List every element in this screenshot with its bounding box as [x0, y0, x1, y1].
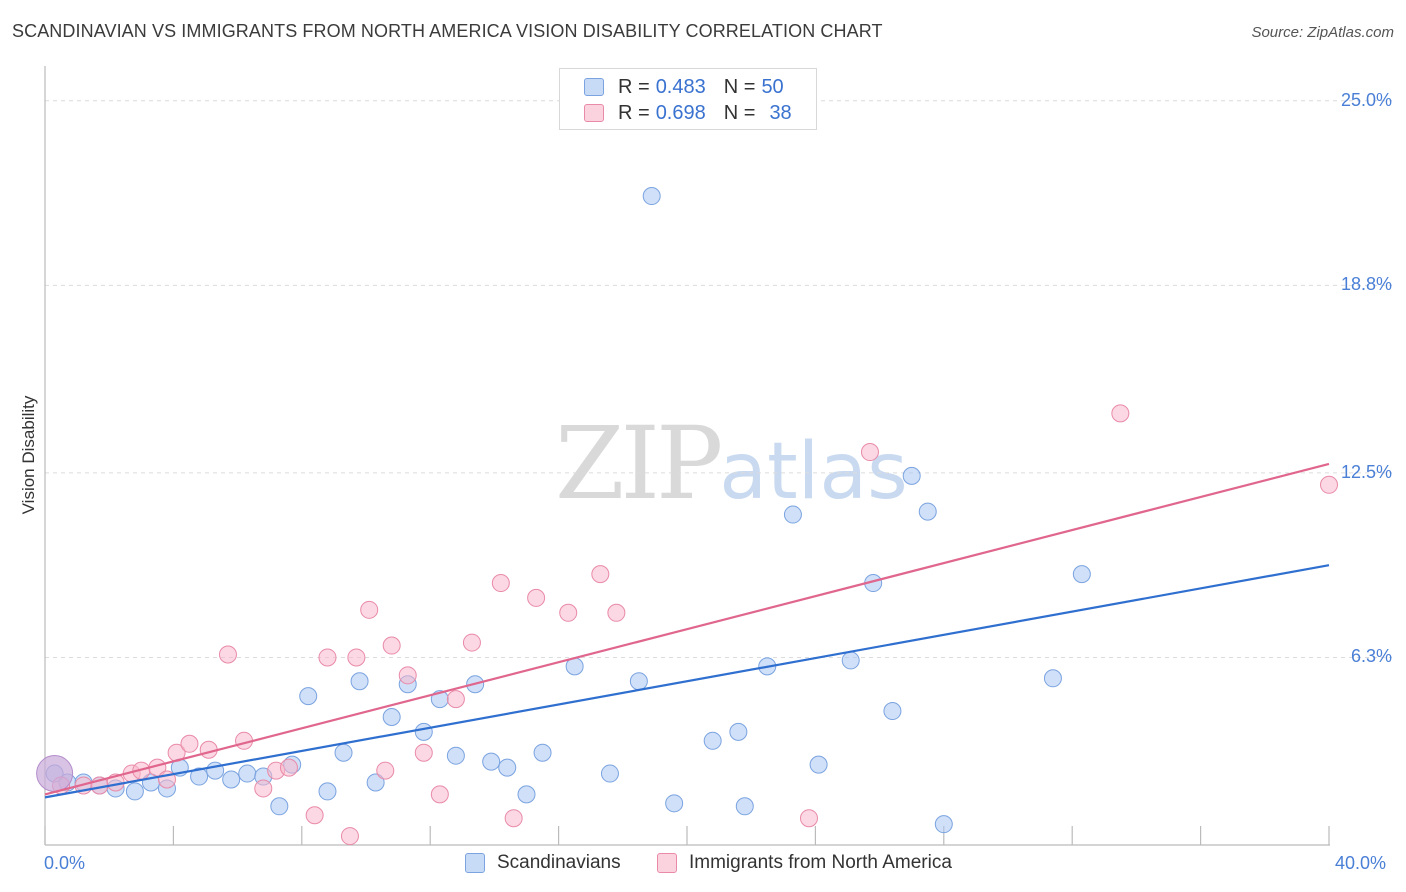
scandinavian-point [934, 815, 953, 834]
scandinavian-point [446, 746, 465, 765]
immigrant-point [347, 648, 366, 667]
immigrant-point [382, 636, 401, 655]
scandinavian-point [318, 782, 337, 801]
legend-r-label: R = [618, 101, 650, 124]
scandinavian-point [703, 731, 722, 750]
scandinavian-trendline [44, 564, 1330, 799]
watermark-atlas: atlas [719, 427, 908, 517]
immigrant-point [318, 648, 337, 667]
scandinavian-point [190, 767, 209, 786]
immigrant-point [414, 743, 433, 762]
scandinavian-point [414, 722, 433, 741]
immigrant-point [398, 666, 417, 685]
scandinavian-point [735, 797, 754, 816]
scandinavian-point [665, 794, 684, 813]
series-legend-scandinavians: Scandinavians [465, 852, 621, 874]
legend-swatch-pink [584, 104, 604, 122]
immigrant-point [527, 588, 546, 607]
series-swatch-blue [465, 853, 485, 873]
immigrant-point [340, 827, 359, 846]
immigrant-point [559, 603, 578, 622]
legend-row-immigrants: R = 0.698 N = 38 [584, 101, 792, 125]
immigrant-point [446, 690, 465, 709]
y-tick-label: 6.3% [1350, 646, 1392, 667]
scandinavian-point [600, 764, 619, 783]
scandinavian-point [783, 505, 802, 524]
x-tick-label-min: 0.0% [44, 853, 86, 873]
origin-cluster-point [36, 755, 74, 793]
scandinavian-point [883, 702, 902, 721]
immigrant-point [504, 809, 523, 828]
immigrant-point [218, 645, 237, 664]
immigrant-point [305, 806, 324, 825]
chart-title: SCANDINAVIAN VS IMMIGRANTS FROM NORTH AM… [12, 21, 883, 41]
scandinavian-point [222, 770, 241, 789]
legend-n-label: N = [723, 75, 756, 98]
legend-n-value: 50 [761, 75, 784, 98]
scandinavian-point [299, 687, 318, 706]
scandinavian-point [350, 672, 369, 691]
scandinavian-point [366, 773, 385, 792]
legend-r-label: R = [618, 75, 650, 98]
watermark: ZIPatlas [555, 405, 908, 522]
series-legend-label: Scandinavians [497, 852, 621, 873]
y-tick-label: 12.5% [1340, 461, 1392, 482]
legend-r-value: 0.698 [655, 101, 706, 124]
scandinavian-point [729, 722, 748, 741]
immigrant-point [254, 779, 273, 798]
scandinavian-point [1043, 669, 1062, 688]
immigrant-point [591, 565, 610, 584]
immigrant-point [462, 633, 481, 652]
scandinavian-point [517, 785, 536, 804]
immigrant-point [491, 574, 510, 593]
immigrant-trendline [44, 462, 1330, 796]
scandinavian-point [238, 764, 257, 783]
legend-r-value: 0.483 [655, 75, 706, 98]
legend-n-value: 38 [769, 101, 792, 124]
immigrant-point [860, 443, 879, 462]
scandinavian-point [841, 651, 860, 670]
y-tick-label: 25.0% [1340, 89, 1392, 110]
immigrant-point [430, 785, 449, 804]
y-tick-label: 18.8% [1340, 274, 1392, 295]
scandinavian-point [482, 752, 501, 771]
legend-n-label: N = [723, 101, 756, 124]
immigrant-point [799, 809, 818, 828]
source-label: Source: ZipAtlas.com [1251, 24, 1394, 41]
scandinavian-point [918, 502, 937, 521]
series-swatch-pink [657, 853, 677, 873]
x-tick-label-max: 40.0% [1335, 853, 1387, 873]
scandinavian-point [125, 782, 144, 801]
scandinavian-point [642, 187, 661, 206]
scandinavian-point [334, 743, 353, 762]
scandinavian-point [809, 755, 828, 774]
scandinavian-point [533, 743, 552, 762]
series-legend: Scandinavians Immigrants from North Amer… [0, 852, 1406, 878]
immigrant-point [607, 603, 626, 622]
immigrant-point [360, 600, 379, 619]
legend-swatch-blue [584, 78, 604, 96]
scandinavian-point [629, 672, 648, 691]
scandinavian-point [902, 466, 921, 485]
scandinavian-point [498, 758, 517, 777]
watermark-zip: ZIP [555, 405, 723, 522]
series-legend-immigrants: Immigrants from North America [657, 852, 952, 874]
legend-row-scandinavians: R = 0.483 N = 50 [584, 75, 784, 99]
immigrant-point [1320, 475, 1338, 494]
correlation-legend: R = 0.483 N = 50 R = 0.698 N = 38 [559, 68, 817, 130]
scandinavian-point [270, 797, 289, 816]
immigrant-point [180, 734, 199, 753]
immigrant-point [376, 761, 395, 780]
scandinavian-point [382, 707, 401, 726]
scandinavian-point [1072, 565, 1091, 584]
immigrant-point [1111, 404, 1130, 423]
immigrant-point [279, 758, 298, 777]
series-legend-label: Immigrants from North America [689, 852, 952, 873]
